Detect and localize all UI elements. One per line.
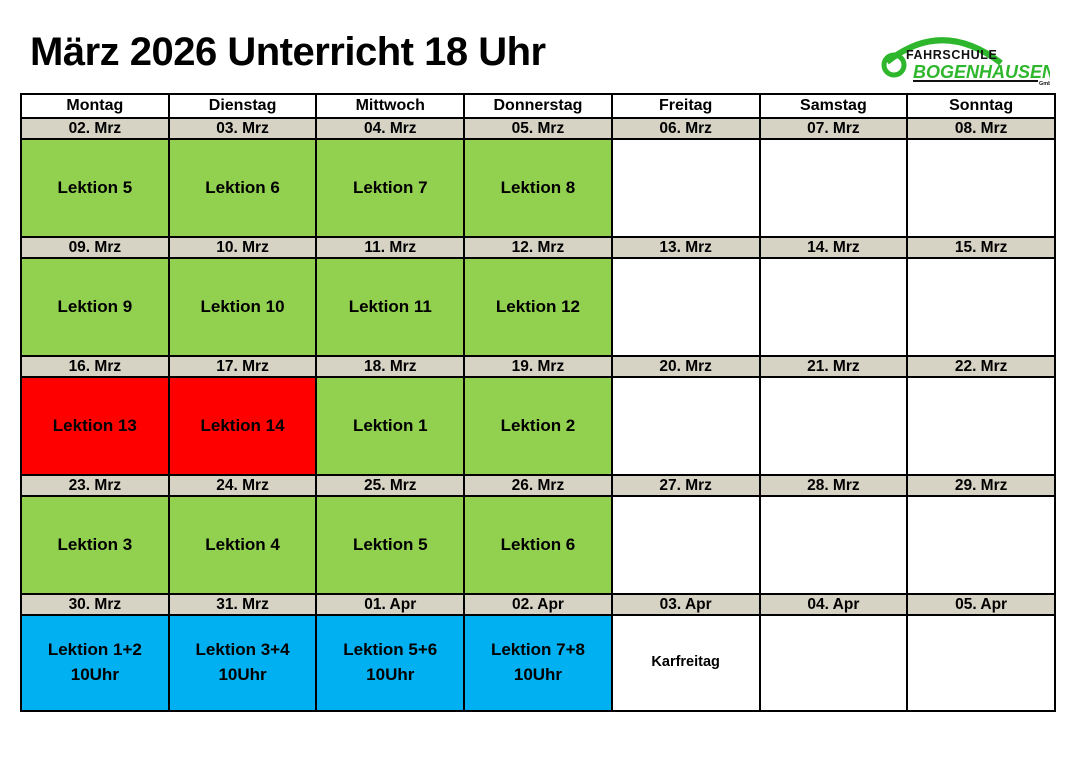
date-cell-12-mrz: 12. Mrz [463,236,613,259]
day-header-sonntag: Sonntag [906,93,1056,119]
date-cell-07-mrz: 07. Mrz [758,117,909,140]
date-cell-03-apr: 03. Apr [610,593,761,616]
date-cell-31-mrz: 31. Mrz [167,593,318,616]
date-row-week-3: 16. Mrz 17. Mrz 18. Mrz 19. Mrz 20. Mrz 21. M… [20,355,1056,378]
date-row-week-5: 30. Mrz 31. Mrz 01. Apr 02. Apr 03. Apr 04. A… [20,593,1056,616]
date-row-week-1: 02. Mrz 03. Mrz 04. Mrz 05. Mrz 06. Mrz 07. M… [20,117,1056,140]
date-cell-29-mrz: 29. Mrz [906,474,1056,497]
day-header-dienstag: Dienstag [167,93,318,119]
empty-cell-week-4-day-7 [906,495,1056,595]
empty-cell-week-4-day-6 [758,495,909,595]
date-cell-17-mrz: 17. Mrz [167,355,318,378]
lesson-cell-lektion-6: Lektion 6 [463,495,613,595]
lesson-cell-lektion-5: Lektion 5 [315,495,466,595]
date-cell-02-apr: 02. Apr [463,593,613,616]
date-cell-10-mrz: 10. Mrz [167,236,318,259]
empty-cell-week-3-day-5 [610,376,761,476]
lesson-cell-lektion-14: Lektion 14 [167,376,318,476]
empty-cell-week-1-day-7 [906,138,1056,238]
lesson-cell-lektion-1: Lektion 1 [315,376,466,476]
lesson-cell-lektion-5-6-10uhr: Lektion 5+6 10Uhr [315,614,466,712]
date-cell-19-mrz: 19. Mrz [463,355,613,378]
lesson-cell-lektion-5: Lektion 5 [20,138,170,238]
lesson-row-week-4: Lektion 3 Lektion 4 Lektion 5 Lektion 6 [20,495,1056,595]
page-title: März 2026 Unterricht 18 Uhr [30,30,546,74]
date-cell-26-mrz: 26. Mrz [463,474,613,497]
lesson-cell-karfreitag: Karfreitag [610,614,761,712]
day-header-donnerstag: Donnerstag [463,93,613,119]
date-cell-02-mrz: 02. Mrz [20,117,170,140]
date-cell-18-mrz: 18. Mrz [315,355,466,378]
fahrschule-bogenhausen-logo: FAHRSCHULE BOGENHAUSEN GmbH [881,37,1050,86]
date-cell-03-mrz: 03. Mrz [167,117,318,140]
empty-cell-week-2-day-6 [758,257,909,357]
lesson-cell-lektion-13: Lektion 13 [20,376,170,476]
empty-cell-week-5-day-6 [758,614,909,712]
date-cell-16-mrz: 16. Mrz [20,355,170,378]
logo-arc-icon [881,37,1003,78]
date-cell-20-mrz: 20. Mrz [610,355,761,378]
date-cell-04-apr: 04. Apr [758,593,909,616]
day-header-row: Montag Dienstag Mittwoch Donnerstag Freitag S… [20,93,1056,119]
calendar-table: Montag Dienstag Mittwoch Donnerstag Freitag S… [20,93,1056,712]
logo-line1-text: FAHRSCHULE [906,48,997,62]
date-cell-24-mrz: 24. Mrz [167,474,318,497]
lesson-cell-lektion-6: Lektion 6 [167,138,318,238]
date-cell-11-mrz: 11. Mrz [315,236,466,259]
lesson-cell-lektion-7-8-10uhr: Lektion 7+8 10Uhr [463,614,613,712]
date-cell-15-mrz: 15. Mrz [906,236,1056,259]
calendar-table-body: Montag Dienstag Mittwoch Donnerstag Freitag S… [20,93,1056,712]
logo-underline [913,80,1038,82]
lesson-cell-lektion-3-4-10uhr: Lektion 3+4 10Uhr [167,614,318,712]
date-row-week-4: 23. Mrz 24. Mrz 25. Mrz 26. Mrz 27. Mrz 28. M… [20,474,1056,497]
day-header-freitag: Freitag [610,93,761,119]
lesson-cell-lektion-11: Lektion 11 [315,257,466,357]
empty-cell-week-1-day-6 [758,138,909,238]
empty-cell-week-4-day-5 [610,495,761,595]
lesson-cell-lektion-4: Lektion 4 [167,495,318,595]
empty-cell-week-1-day-5 [610,138,761,238]
empty-cell-week-3-day-7 [906,376,1056,476]
date-cell-23-mrz: 23. Mrz [20,474,170,497]
lesson-cell-lektion-7: Lektion 7 [315,138,466,238]
date-row-week-2: 09. Mrz 10. Mrz 11. Mrz 12. Mrz 13. Mrz 14. M… [20,236,1056,259]
date-cell-22-mrz: 22. Mrz [906,355,1056,378]
empty-cell-week-2-day-7 [906,257,1056,357]
empty-cell-week-3-day-6 [758,376,909,476]
lesson-row-week-1: Lektion 5 Lektion 6 Lektion 7 Lektion 8 [20,138,1056,238]
date-cell-05-mrz: 05. Mrz [463,117,613,140]
lesson-row-week-2: Lektion 9 Lektion 10 Lektion 11 Lektion 12 [20,257,1056,357]
date-cell-27-mrz: 27. Mrz [610,474,761,497]
lesson-row-week-5: Lektion 1+2 10Uhr Lektion 3+4 10Uhr Lektio… [20,614,1056,712]
day-header-samstag: Samstag [758,93,909,119]
date-cell-13-mrz: 13. Mrz [610,236,761,259]
date-cell-08-mrz: 08. Mrz [906,117,1056,140]
date-cell-04-mrz: 04. Mrz [315,117,466,140]
date-cell-25-mrz: 25. Mrz [315,474,466,497]
lesson-cell-lektion-3: Lektion 3 [20,495,170,595]
date-cell-14-mrz: 14. Mrz [758,236,909,259]
lesson-cell-lektion-2: Lektion 2 [463,376,613,476]
date-cell-30-mrz: 30. Mrz [20,593,170,616]
logo-suffix-text: GmbH [1039,81,1050,86]
lesson-row-week-3: Lektion 13 Lektion 14 Lektion 1 Lektion 2 [20,376,1056,476]
lesson-cell-lektion-8: Lektion 8 [463,138,613,238]
date-cell-21-mrz: 21. Mrz [758,355,909,378]
date-cell-28-mrz: 28. Mrz [758,474,909,497]
date-cell-06-mrz: 06. Mrz [610,117,761,140]
day-header-montag: Montag [20,93,170,119]
logo-line2-text: BOGENHAUSEN [913,62,1050,82]
empty-cell-week-2-day-5 [610,257,761,357]
lesson-cell-lektion-9: Lektion 9 [20,257,170,357]
lesson-cell-lektion-12: Lektion 12 [463,257,613,357]
date-cell-09-mrz: 09. Mrz [20,236,170,259]
lesson-cell-lektion-10: Lektion 10 [167,257,318,357]
lesson-cell-lektion-1-2-10uhr: Lektion 1+2 10Uhr [20,614,170,712]
day-header-mittwoch: Mittwoch [315,93,466,119]
empty-cell-week-5-day-7 [906,614,1056,712]
date-cell-01-apr: 01. Apr [315,593,466,616]
date-cell-05-apr: 05. Apr [906,593,1056,616]
